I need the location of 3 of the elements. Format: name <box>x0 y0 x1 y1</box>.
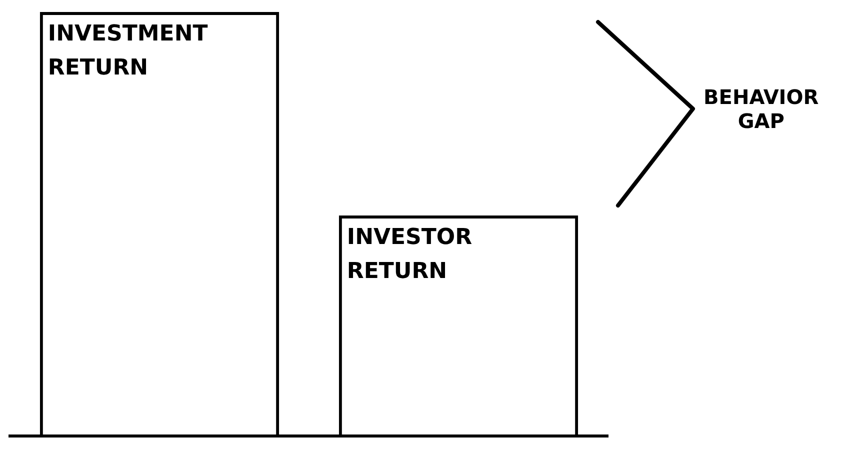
x-tick-label: INVESTMENT RETURN <box>48 22 208 81</box>
text: BEHAVIOR GAP <box>702 84 820 133</box>
x-tick-label: INVESTOR RETURN <box>346 225 472 284</box>
